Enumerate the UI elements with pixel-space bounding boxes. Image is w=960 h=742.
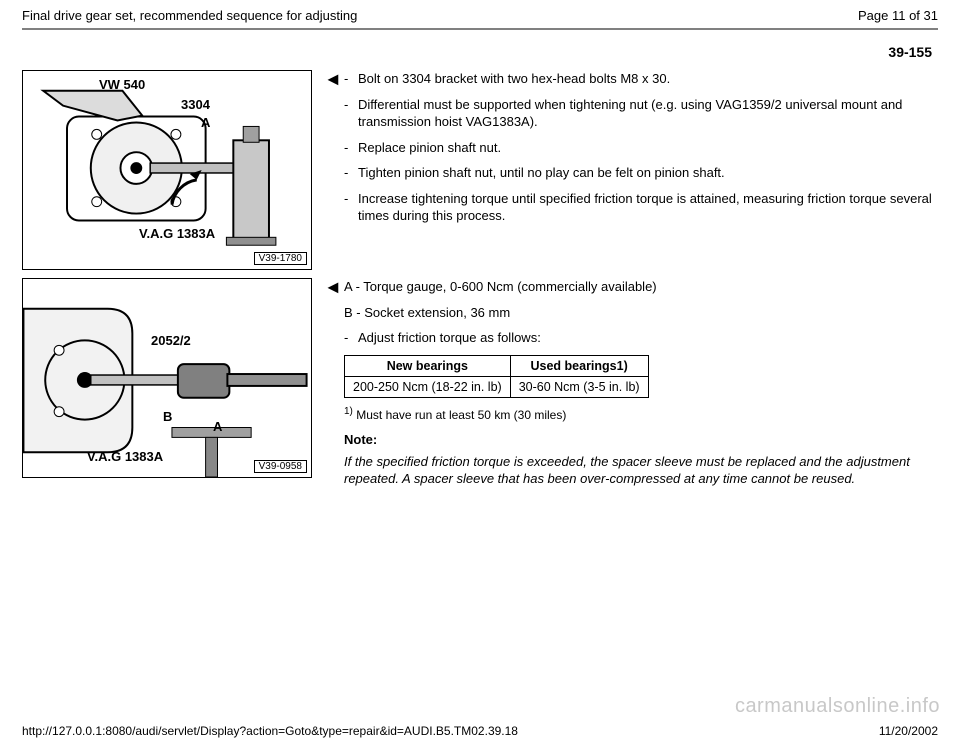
dash-icon: - [344,190,358,208]
table-cell: 30-60 Ncm (3-5 in. lb) [510,376,648,397]
table-row: New bearings Used bearings1) [345,355,649,376]
pointer-icon: ◄ [324,278,344,296]
fig2-label-b: B [163,409,172,424]
fig1-caption: V39-1780 [254,252,307,265]
note-body: If the specified friction torque is exce… [344,453,938,488]
table-header: New bearings [345,355,511,376]
table-cell: 200-250 Ncm (18-22 in. lb) [345,376,511,397]
figure-2: 2052/2 B A V.A.G 1383A V39-0958 [22,278,312,478]
fig2-caption: V39-0958 [254,460,307,473]
bullet-item: -Adjust friction torque as follows: [344,329,938,347]
bullet-text: Tighten pinion shaft nut, until no play … [358,164,938,182]
bullet-text: Replace pinion shaft nut. [358,139,938,157]
table-row: 200-250 Ncm (18-22 in. lb) 30-60 Ncm (3-… [345,376,649,397]
fig2-label-toolnum: 2052/2 [151,333,191,348]
fig2-label-tool: V.A.G 1383A [87,449,163,464]
table-footnote: 1) Must have run at least 50 km (30 mile… [344,406,938,422]
dash-icon: - [344,164,358,182]
page-header: Final drive gear set, recommended sequen… [22,8,938,26]
block2-content: A - Torque gauge, 0-600 Ncm (commerciall… [344,278,938,488]
watermark: carmanualsonline.info [735,695,940,718]
header-page-info: Page 11 of 31 [858,8,938,23]
header-rule [22,28,938,30]
spec-table: New bearings Used bearings1) 200-250 Ncm… [344,355,649,398]
footnote-text: Must have run at least 50 km (30 miles) [353,408,566,422]
bullet-text: Differential must be supported when tigh… [358,96,938,131]
bullet-text: Bolt on 3304 bracket with two hex-head b… [358,70,938,88]
bullet-item: -Increase tightening torque until specif… [344,190,938,225]
page-footer: http://127.0.0.1:8080/audi/servlet/Displ… [22,724,938,738]
fig1-label-a: A [201,115,210,130]
dash-icon: - [344,139,358,157]
dash-icon: - [344,70,358,88]
page-number: 39-155 [22,44,932,60]
figure-2-svg [23,279,311,477]
block1-content: -Bolt on 3304 bracket with two hex-head … [344,70,938,233]
instruction-block-2: 2052/2 B A V.A.G 1383A V39-0958 ◄ A - To… [22,278,938,488]
footer-date: 11/20/2002 [879,724,938,738]
bullet-text: Adjust friction torque as follows: [358,329,938,347]
line-a: A - Torque gauge, 0-600 Ncm (commerciall… [344,278,938,296]
header-title: Final drive gear set, recommended sequen… [22,8,357,23]
bullet-item: -Tighten pinion shaft nut, until no play… [344,164,938,182]
fig1-label-tool: V.A.G 1383A [139,226,215,241]
repair-manual-page: Final drive gear set, recommended sequen… [0,0,960,742]
bullet-item: -Differential must be supported when tig… [344,96,938,131]
fig2-label-a: A [213,419,222,434]
note-label: Note: [344,432,938,447]
table-header: Used bearings1) [510,355,648,376]
fig1-label-3304: 3304 [181,97,210,112]
bullet-text: Increase tightening torque until specifi… [358,190,938,225]
figure-1: VW 540 3304 A V.A.G 1383A V39-1780 [22,70,312,270]
footer-url: http://127.0.0.1:8080/audi/servlet/Displ… [22,724,518,738]
dash-icon: - [344,96,358,114]
fig1-label-vw540: VW 540 [99,77,145,92]
instruction-block-1: VW 540 3304 A V.A.G 1383A V39-1780 ◄ -Bo… [22,70,938,270]
line-b: B - Socket extension, 36 mm [344,304,938,322]
bullet-item: -Replace pinion shaft nut. [344,139,938,157]
pointer-icon: ◄ [324,70,344,88]
dash-icon: - [344,329,358,347]
footnote-marker: 1) [344,406,353,417]
bullet-item: -Bolt on 3304 bracket with two hex-head … [344,70,938,88]
